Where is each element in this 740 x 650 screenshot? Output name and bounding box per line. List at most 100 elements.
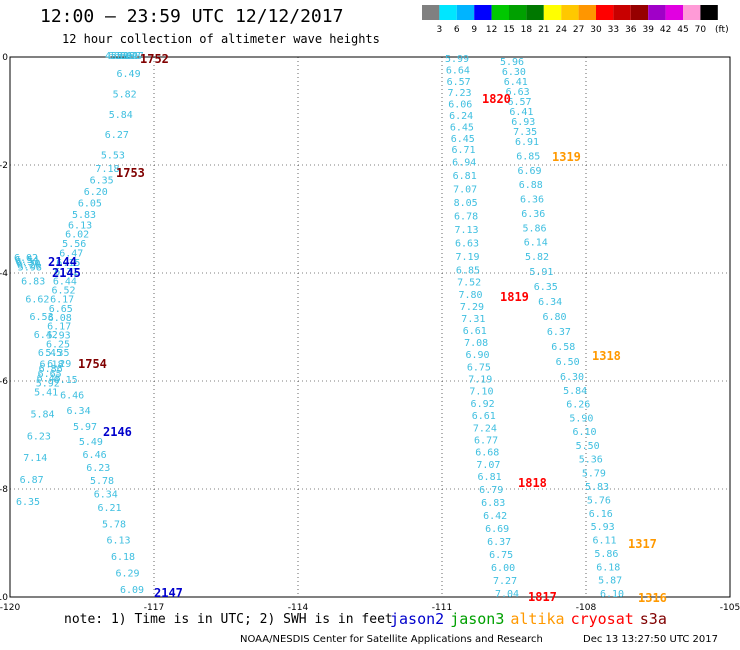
wave-height-value: 5.93 [591, 522, 615, 533]
wave-height-value: 6.81 [453, 171, 477, 182]
wave-height-value: 6.23 [86, 463, 110, 474]
legend-item-s3a: s3a [639, 610, 667, 628]
colorbar-label: 21 [538, 25, 549, 35]
colorbar-unit: (ft) [715, 25, 729, 35]
wave-height-value: 6.69 [485, 524, 509, 535]
pass-time-label: 1819 [500, 290, 529, 304]
wave-height-value: 6.30 [16, 259, 40, 270]
generated-timestamp: Dec 13 13:27:50 UTC 2017 [583, 634, 718, 645]
wave-height-value: 6.27 [105, 130, 129, 141]
pass-time-label: 2144 [48, 255, 77, 269]
colorbar-swatch [526, 5, 544, 20]
longitude-label: -117 [144, 603, 164, 613]
wave-height-value: 6.34 [538, 297, 562, 308]
wave-height-value: 6.85 [456, 265, 480, 276]
wave-height-value: 6.29 [116, 569, 140, 580]
longitude-label: -120 [0, 603, 20, 613]
wave-height-value: 7.18 [95, 164, 119, 175]
wave-height-value: 5.10 [111, 51, 135, 62]
wave-height-value: 6.71 [452, 145, 476, 156]
wave-height-value: 6.79 [479, 485, 503, 496]
wave-height-value: 6.65 [49, 304, 73, 315]
wave-height-value: 6.63 [506, 87, 530, 98]
wave-height-map[interactable]: -120 -117 -114 -111 -108 -105 0 -2 -4 -6 -8 -10 4.89… [0, 0, 740, 620]
credit-line: NOAA/NESDIS Center for Satellite Applica… [240, 634, 543, 645]
colorbar-label: 6 [454, 25, 460, 35]
colorbar-swatch [422, 5, 440, 20]
longitude-label: -108 [576, 603, 597, 613]
colorbar-label: 27 [573, 25, 584, 35]
wave-height-value: 6.80 [543, 312, 567, 323]
wave-height-value: 7.31 [461, 314, 485, 325]
wave-height-value: 5.90 [569, 413, 593, 424]
wave-height-value: 6.35 [90, 176, 114, 187]
wave-height-value: 7.80 [459, 290, 483, 301]
wave-height-value: 6.11 [593, 536, 617, 547]
wave-height-value: 6.78 [454, 211, 478, 222]
wave-height-value: 5.84 [30, 409, 54, 420]
legend-item-altika: altika [510, 610, 565, 628]
wave-height-value: 6.15 [54, 375, 78, 386]
wave-height-value: 7.24 [473, 423, 497, 434]
wave-height-value: 6.29 [47, 359, 71, 370]
wave-height-value: 6.17 [50, 295, 74, 306]
wave-height-value: 6.37 [487, 537, 511, 548]
wave-height-value: 6.36 [520, 195, 544, 206]
colorbar-label: 9 [471, 25, 477, 35]
wave-height-value: 6.08 [48, 313, 72, 324]
wave-height-value: 6.44 [53, 276, 77, 287]
latitude-label: 0 [2, 53, 8, 63]
colorbar-label: 12 [486, 25, 497, 35]
colorbar-swatch [561, 5, 579, 20]
wave-height-value: 7.19 [455, 252, 479, 263]
wave-height-value: 6.86 [39, 364, 63, 375]
legend-item-jason2: jason2 [390, 610, 445, 628]
page-title: 12:00 – 23:59 UTC 12/12/2017 [40, 6, 344, 27]
colorbar-swatch [596, 5, 614, 20]
wave-height-value: 6.42 [34, 330, 58, 341]
wave-height-value: 6.13 [68, 220, 92, 231]
wave-height-value: 6.06 [448, 100, 472, 111]
latitude-label: -2 [0, 161, 8, 171]
wave-height-value: 6.13 [107, 536, 131, 547]
wave-height-value: 6.92 [471, 399, 495, 410]
wave-height-value: 5.83 [72, 210, 96, 221]
latitude-label: -10 [0, 593, 8, 603]
wave-height-value: 5.36 [579, 455, 603, 466]
wave-height-value: 8.05 [454, 198, 478, 209]
wave-height-value: 7.10 [469, 387, 493, 398]
wave-height-value: 6.10 [573, 427, 597, 438]
colorbar-label: 39 [642, 25, 654, 35]
wave-height-value: 6.69 [518, 166, 542, 177]
wave-height-value: 6.34 [67, 406, 91, 417]
wave-height-value: 6.10 [600, 589, 624, 600]
wave-height-value: 6.50 [556, 357, 580, 368]
legend-item-cryosat: cryosat [570, 610, 634, 628]
wave-height-value: 7.27 [493, 576, 517, 587]
pass-time-label: 1317 [628, 537, 657, 551]
wave-height-value: 7.04 [495, 589, 519, 600]
colorbar-swatch [700, 5, 718, 20]
wave-height-value: 6.02 [65, 230, 89, 241]
pass-time-label: 2146 [103, 425, 132, 439]
wave-height-value: 6.68 [475, 448, 499, 459]
colorbar-swatch [439, 5, 457, 20]
wave-height-value: 6.88 [519, 180, 543, 191]
wave-height-value: 6.93 [511, 117, 535, 128]
longitude-label: -114 [288, 603, 309, 613]
wave-height-value: 6.47 [120, 51, 144, 62]
colorbar-swatch [630, 5, 649, 20]
wave-height-value: 6.47 [59, 248, 83, 259]
wave-height-value: 6.18 [40, 359, 64, 370]
wave-height-value: 6.21 [98, 503, 122, 514]
wave-height-value: 5.87 [598, 576, 622, 587]
pass-time-label: 1753 [116, 166, 145, 180]
colorbar-label: 42 [660, 25, 671, 35]
wave-height-value: 6.83 [21, 276, 45, 287]
wave-height-value: 5.97 [73, 422, 97, 433]
wave-height-value: 6.18 [111, 552, 135, 563]
colorbar-swatch [578, 5, 596, 20]
longitude-label: -105 [720, 603, 740, 613]
wave-height-value: 6.94 [452, 157, 476, 168]
wave-height-value: 6.45 [38, 348, 62, 359]
